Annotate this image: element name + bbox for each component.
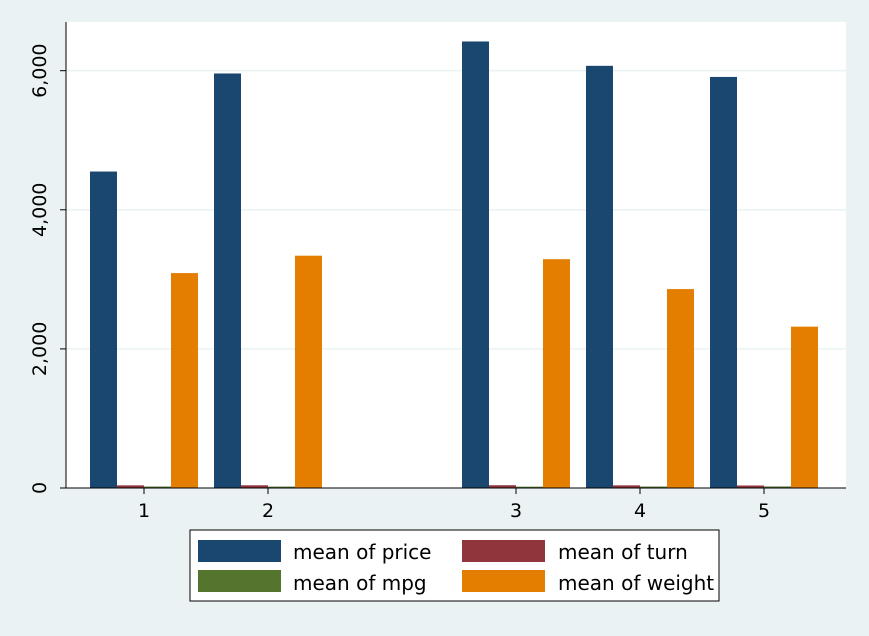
bar-mean-of-mpg-1: [144, 486, 171, 488]
x-tick-label: 2: [262, 500, 274, 522]
legend-label-mpg: mean of mpg: [293, 571, 427, 595]
legend: mean of price mean of turn mean of mpg m…: [189, 529, 720, 602]
bar-mean-of-price-2: [214, 73, 241, 488]
bar-mean-of-mpg-4: [640, 486, 667, 488]
bar-mean-of-price-3: [462, 41, 489, 488]
bar-mean-of-turn-4: [613, 485, 640, 488]
x-tick-label: 3: [510, 500, 522, 522]
y-ticks: 0 2,000 4,000 6,000: [29, 43, 66, 494]
bar-mean-of-price-5: [710, 76, 737, 489]
bar-mean-of-mpg-2: [268, 486, 295, 488]
bars: [90, 41, 818, 489]
x-tick-label: 1: [138, 500, 150, 522]
bar-mean-of-mpg-3: [516, 486, 543, 488]
bar-mean-of-weight-2: [295, 255, 322, 488]
bar-mean-of-weight-5: [791, 326, 818, 488]
y-tick-label: 6,000: [29, 43, 51, 97]
bar-mean-of-mpg-5: [764, 486, 791, 488]
y-tick-label: 0: [29, 482, 51, 494]
y-tick-label: 2,000: [29, 322, 51, 376]
legend-label-weight: mean of weight: [558, 571, 714, 595]
legend-swatch-turn: [462, 540, 545, 562]
bar-mean-of-turn-2: [241, 485, 268, 488]
x-ticks: 1 2 3 4 5: [138, 488, 770, 522]
legend-label-price: mean of price: [293, 540, 432, 564]
bar-mean-of-weight-1: [171, 273, 198, 488]
bar-mean-of-price-1: [90, 171, 117, 489]
bar-mean-of-weight-4: [667, 289, 694, 488]
bar-mean-of-turn-1: [117, 485, 144, 488]
legend-label-turn: mean of turn: [558, 540, 688, 564]
legend-swatch-price: [198, 540, 281, 562]
x-tick-label: 5: [758, 500, 770, 522]
x-tick-label: 4: [634, 500, 646, 522]
bar-mean-of-turn-3: [489, 485, 516, 488]
legend-swatch-weight: [462, 570, 545, 592]
bar-mean-of-turn-5: [737, 485, 764, 488]
bar-mean-of-price-4: [586, 65, 613, 489]
legend-swatch-mpg: [198, 570, 281, 592]
bar-mean-of-weight-3: [543, 259, 570, 488]
y-tick-label: 4,000: [29, 183, 51, 237]
